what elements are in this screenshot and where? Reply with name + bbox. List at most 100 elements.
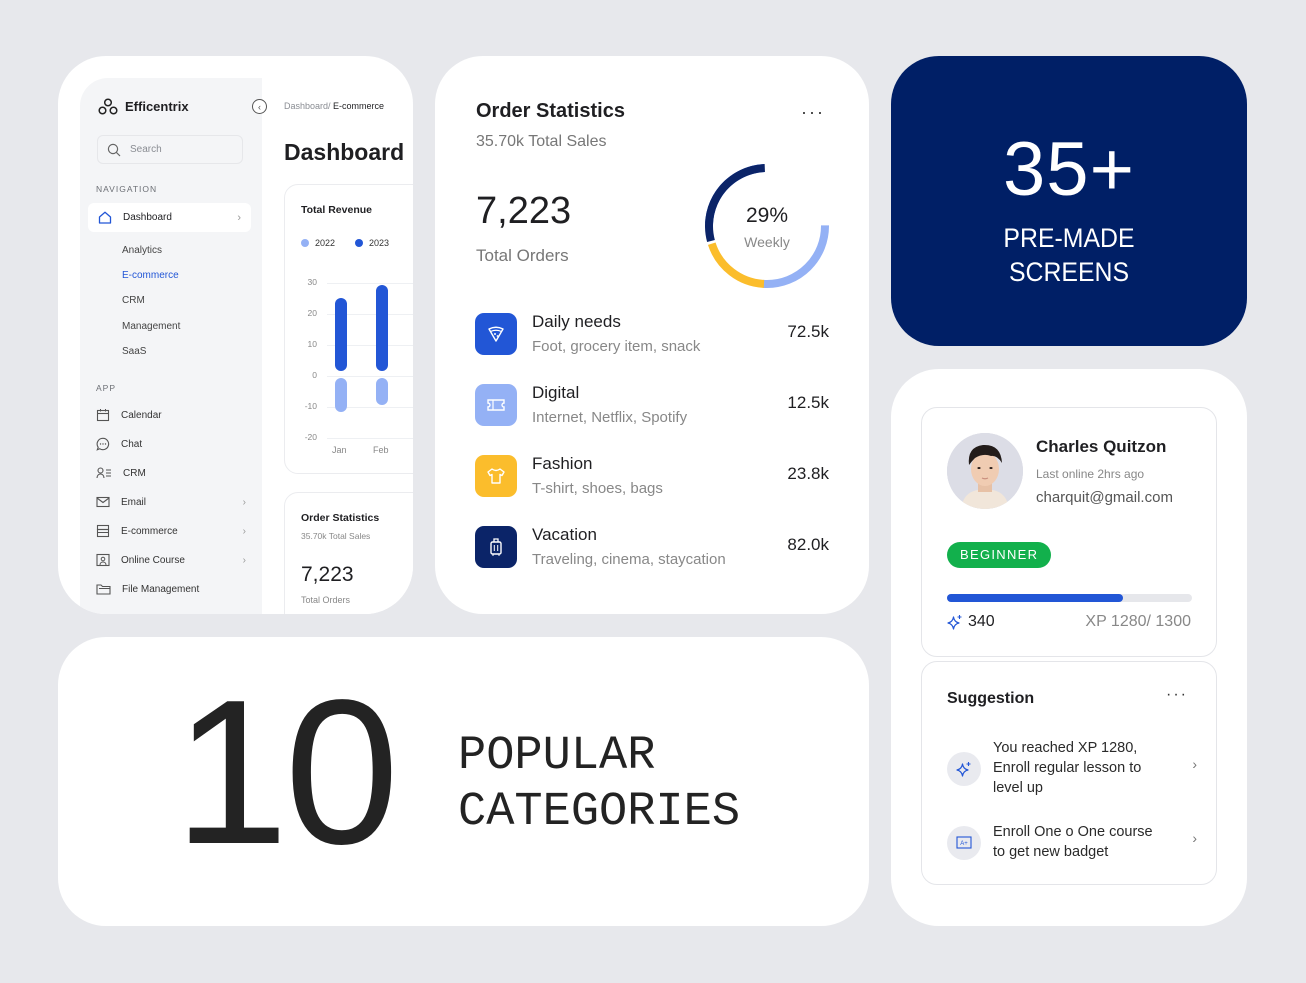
breadcrumb: Dashboard/ E-commerce bbox=[284, 101, 384, 111]
x-label: Jan bbox=[332, 445, 347, 455]
screens-label-line1: PRE-MADE bbox=[1003, 223, 1135, 253]
dashboard-preview-card: Efficentrix Search NAVIGATION Dashboard … bbox=[58, 56, 413, 614]
y-tick: -10 bbox=[304, 401, 317, 411]
folder-icon bbox=[96, 584, 111, 595]
bar-jan-2022[interactable] bbox=[335, 378, 347, 412]
search-icon bbox=[107, 143, 121, 156]
chevron-right-icon: › bbox=[1192, 756, 1197, 772]
suggestion-text: Enroll One o One course to get new badge… bbox=[993, 824, 1153, 860]
ticket-icon bbox=[475, 384, 517, 426]
y-tick: 0 bbox=[312, 370, 317, 380]
popular-categories-promo: 10 POPULAR CATEGORIES bbox=[58, 637, 869, 926]
sidebar-subitem-ecommerce[interactable]: E-commerce bbox=[122, 270, 179, 281]
course-icon bbox=[96, 553, 110, 567]
bar-jan-2023[interactable] bbox=[335, 298, 347, 371]
premade-screens-promo: 35+ PRE-MADE SCREENS bbox=[891, 56, 1247, 346]
search-input[interactable]: Search bbox=[97, 135, 243, 164]
y-tick: 30 bbox=[307, 277, 317, 287]
collapse-sidebar-button[interactable]: ‹ bbox=[252, 99, 267, 114]
sidebar-item-ecommerce[interactable]: E-commerce › bbox=[96, 524, 246, 538]
suggestion-item[interactable]: A+ Enroll One o One course to get new ba… bbox=[947, 822, 1197, 864]
sidebar-item-crm[interactable]: CRM bbox=[96, 466, 246, 480]
sidebar-item-dashboard[interactable]: Dashboard › bbox=[88, 203, 251, 232]
avatar[interactable] bbox=[947, 433, 1023, 509]
screens-label: PRE-MADE SCREENS bbox=[905, 221, 1233, 289]
chevron-right-icon: › bbox=[237, 211, 241, 224]
breadcrumb-parent[interactable]: Dashboard/ bbox=[284, 101, 331, 111]
suggestion-text: You reached XP 1280, Enroll regular less… bbox=[993, 740, 1142, 796]
bar-feb-2023[interactable] bbox=[376, 285, 388, 371]
categories-label: POPULAR CATEGORIES bbox=[458, 729, 740, 841]
more-options-icon[interactable]: ··· bbox=[1166, 686, 1188, 703]
legend-2023: 2023 bbox=[355, 238, 389, 248]
chat-icon bbox=[96, 437, 110, 451]
category-desc: Foot, grocery item, snack bbox=[532, 338, 701, 355]
sidebar-subitem-analytics[interactable]: Analytics bbox=[122, 245, 163, 256]
sidebar-item-online-course[interactable]: Online Course › bbox=[96, 553, 246, 567]
sidebar-item-label: CRM bbox=[123, 467, 146, 479]
xp-progress-fill bbox=[947, 594, 1124, 602]
sidebar-item-label: E-commerce bbox=[121, 525, 178, 537]
total-orders-label: Total Orders bbox=[476, 246, 569, 265]
sidebar-subitem-crm[interactable]: CRM bbox=[122, 295, 145, 306]
suggestion-item[interactable]: You reached XP 1280, Enroll regular less… bbox=[947, 738, 1197, 800]
card-subtitle: 35.70k Total Sales bbox=[476, 133, 607, 150]
chevron-right-icon: › bbox=[242, 496, 246, 508]
suggestion-card: Suggestion ··· You reached XP 1280, Enro… bbox=[921, 661, 1217, 885]
logo-icon bbox=[98, 98, 118, 115]
total-revenue-card: Total Revenue 2022 2023 30 20 10 0 -10 -… bbox=[284, 184, 413, 474]
category-name: Fashion bbox=[532, 454, 593, 473]
bar-feb-2022[interactable] bbox=[376, 378, 388, 405]
chevron-left-icon: ‹ bbox=[258, 101, 261, 112]
category-row-fashion[interactable]: Fashion T-shirt, shoes, bags 23.8k bbox=[475, 454, 829, 504]
sidebar-item-calendar[interactable]: Calendar bbox=[96, 408, 246, 422]
category-desc: Internet, Netflix, Spotify bbox=[532, 409, 688, 426]
donut-percent: 29% bbox=[745, 204, 789, 227]
sidebar-item-email[interactable]: Email › bbox=[96, 495, 246, 509]
sidebar: Efficentrix Search NAVIGATION Dashboard … bbox=[80, 78, 262, 614]
sidebar-item-label: Email bbox=[121, 496, 147, 508]
home-icon bbox=[98, 211, 112, 224]
profile-email[interactable]: charquit@gmail.com bbox=[1036, 489, 1173, 506]
profile-card: Charles Quitzon Last online 2hrs ago cha… bbox=[921, 407, 1217, 657]
breadcrumb-current: E-commerce bbox=[333, 101, 385, 111]
brand-logo[interactable]: Efficentrix bbox=[98, 98, 189, 115]
search-placeholder: Search bbox=[130, 144, 162, 155]
categories-count: 10 bbox=[174, 657, 399, 887]
order-statistics-mini-card: Order Statistics 35.70k Total Sales 7,22… bbox=[284, 492, 413, 614]
sidebar-item-label: Online Course bbox=[121, 554, 185, 566]
certificate-icon: A+ bbox=[947, 826, 981, 860]
donut-label: Weekly bbox=[744, 234, 790, 250]
tshirt-icon bbox=[475, 455, 517, 497]
category-name: Digital bbox=[532, 383, 580, 402]
sidebar-subitem-saas[interactable]: SaaS bbox=[122, 346, 147, 357]
category-value: 72.5k bbox=[787, 322, 829, 341]
sparkle-icon bbox=[947, 752, 981, 786]
y-tick: 20 bbox=[307, 308, 317, 318]
app-section-label: APP bbox=[96, 383, 117, 393]
weekly-donut-chart[interactable]: 29% Weekly bbox=[704, 164, 829, 288]
xp-value: XP 1280/ 1300 bbox=[1085, 613, 1191, 630]
more-options-icon[interactable]: ··· bbox=[801, 102, 825, 122]
category-desc: T-shirt, shoes, bags bbox=[532, 480, 663, 497]
screens-label-line2: SCREENS bbox=[1008, 257, 1130, 287]
x-label: Feb bbox=[373, 445, 389, 455]
sidebar-item-chat[interactable]: Chat bbox=[96, 437, 246, 451]
suitcase-icon bbox=[475, 526, 517, 568]
chevron-right-icon: › bbox=[242, 554, 246, 566]
category-value: 82.0k bbox=[787, 535, 829, 554]
category-row-vacation[interactable]: Vacation Traveling, cinema, staycation 8… bbox=[475, 525, 829, 575]
category-row-digital[interactable]: Digital Internet, Netflix, Spotify 12.5k bbox=[475, 383, 829, 433]
sidebar-item-file-management[interactable]: File Management bbox=[96, 582, 246, 596]
mail-icon bbox=[96, 496, 110, 508]
page-title: Dashboard bbox=[284, 139, 405, 165]
categories-label-line2: CATEGORIES bbox=[458, 786, 741, 839]
chevron-right-icon: › bbox=[242, 525, 246, 537]
sidebar-subitem-management[interactable]: Management bbox=[122, 321, 181, 332]
last-online: Last online 2hrs ago bbox=[1036, 467, 1145, 481]
points: 340 bbox=[947, 613, 995, 631]
category-row-daily-needs[interactable]: Daily needs Foot, grocery item, snack 72… bbox=[475, 312, 829, 362]
svg-text:A+: A+ bbox=[960, 841, 968, 847]
chevron-right-icon: › bbox=[1192, 830, 1197, 846]
total-orders-label: Total Orders bbox=[301, 595, 351, 605]
